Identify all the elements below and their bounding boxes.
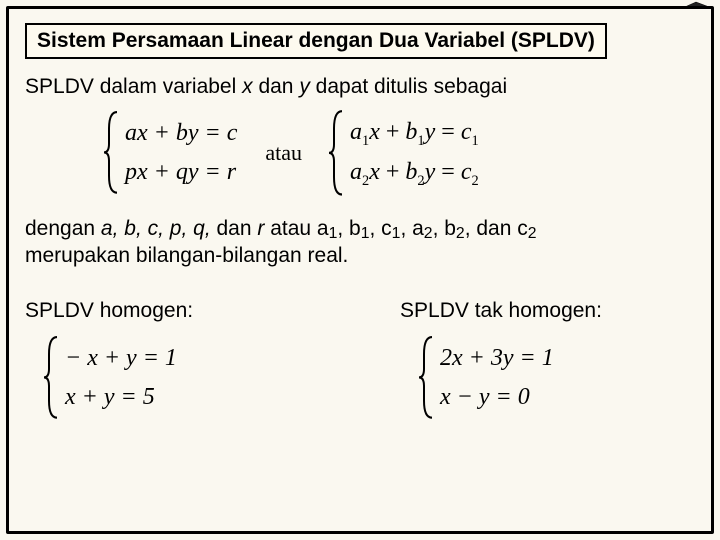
description-paragraph: dengan a, b, c, p, q, dan r atau a1, b1,…: [25, 215, 695, 270]
eq-2: x − y = 0: [440, 378, 695, 416]
or-label: atau: [265, 140, 302, 166]
slide-title: Sistem Persamaan Linear dengan Dua Varia…: [25, 23, 607, 59]
homogen-label: SPLDV homogen:: [25, 299, 320, 323]
system-generic-1: ax + by = c px + qy = r: [105, 114, 237, 191]
system-generic-2: a1x + b1y = c1 a2x + b2y = c2: [330, 113, 479, 193]
intro-line: SPLDV dalam variabel x dan y dapat ditul…: [25, 75, 695, 99]
nonhomogen-label: SPLDV tak homogen:: [400, 299, 695, 323]
eq-2: px + qy = r: [125, 153, 237, 191]
eq-1: a1x + b1y = c1: [350, 113, 479, 153]
homogen-column: SPLDV homogen: − x + y = 1 x + y = 5: [25, 299, 320, 416]
eq-1: ax + by = c: [125, 114, 237, 152]
slide-frame: Sistem Persamaan Linear dengan Dua Varia…: [6, 6, 714, 534]
nonhomogen-system: 2x + 3y = 1 x − y = 0: [420, 339, 695, 416]
examples-row: SPLDV homogen: − x + y = 1 x + y = 5 SPL…: [25, 299, 695, 416]
eq-2: a2x + b2y = c2: [350, 153, 479, 193]
eq-1: 2x + 3y = 1: [440, 339, 695, 377]
nonhomogen-column: SPLDV tak homogen: 2x + 3y = 1 x − y = 0: [400, 299, 695, 416]
eq-2: x + y = 5: [65, 378, 320, 416]
eq-1: − x + y = 1: [65, 339, 320, 377]
homogen-system: − x + y = 1 x + y = 5: [45, 339, 320, 416]
systems-row: ax + by = c px + qy = r atau a1x + b1y =…: [25, 113, 695, 193]
